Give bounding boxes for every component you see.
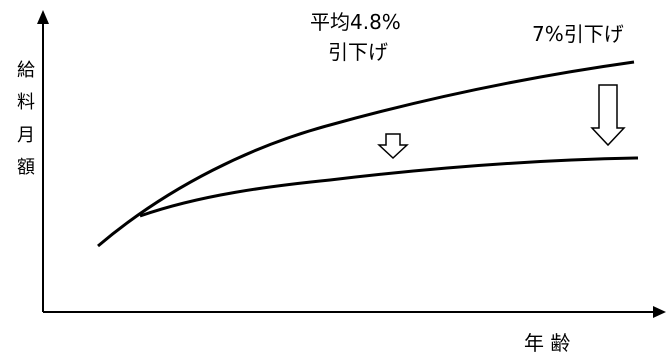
annotation-seven-percent-cut: 7%引下げ bbox=[532, 22, 624, 46]
upper-curve bbox=[97, 60, 635, 248]
small-down-arrow-icon bbox=[377, 133, 409, 160]
lower-curve bbox=[139, 156, 639, 218]
x-axis-label: 年 齢 bbox=[524, 331, 570, 355]
x-axis-arrowhead bbox=[653, 306, 666, 318]
y-axis-label-char-4: 額 bbox=[17, 157, 35, 178]
large-down-arrow-icon bbox=[590, 84, 626, 147]
annotation-average-cut-line1: 平均4.8% bbox=[310, 10, 401, 34]
y-axis-label-char-2: 料 bbox=[17, 92, 35, 113]
y-axis-label-char-3: 月 bbox=[17, 125, 35, 146]
y-axis-label-char-1: 給 bbox=[17, 60, 35, 81]
annotation-average-cut-line2: 引下げ bbox=[328, 40, 388, 64]
y-axis-arrowhead bbox=[37, 10, 49, 24]
